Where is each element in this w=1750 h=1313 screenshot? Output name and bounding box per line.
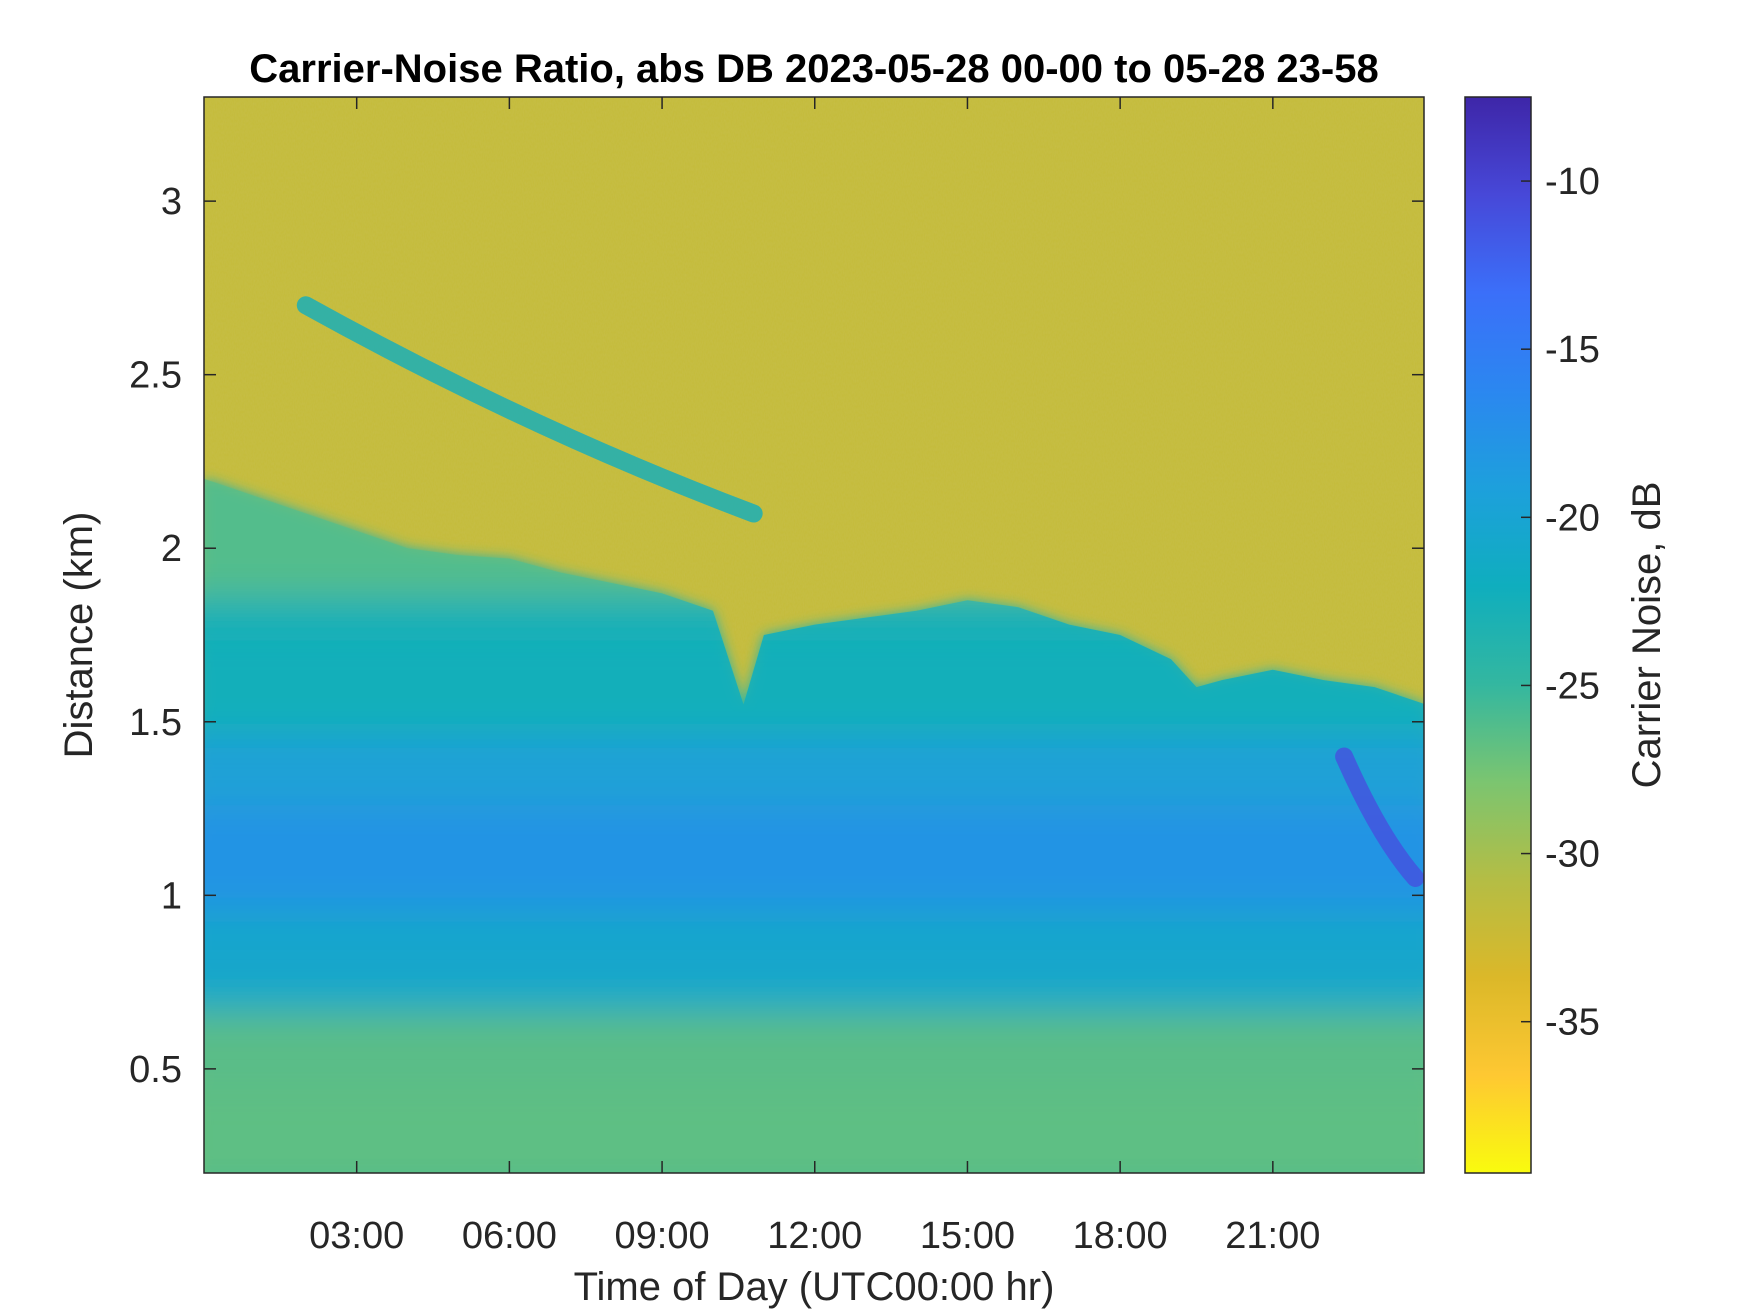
- x-axis-label: Time of Day (UTC00:00 hr): [574, 1265, 1055, 1309]
- x-tick-label: 15:00: [920, 1215, 1015, 1257]
- chart-title: Carrier-Noise Ratio, abs DB 2023-05-28 0…: [249, 47, 1378, 91]
- colorbar-tick-label: -20: [1545, 497, 1600, 539]
- colorbar-tick-label: -15: [1545, 329, 1600, 371]
- x-tick-label: 09:00: [615, 1215, 710, 1257]
- x-tick-label: 21:00: [1225, 1215, 1320, 1257]
- colorbar-tick-label: -35: [1545, 1002, 1600, 1044]
- colorbar-tick-label: -30: [1545, 834, 1600, 876]
- colorbar-tick-label: -25: [1545, 665, 1600, 707]
- y-tick-label: 0.5: [129, 1049, 182, 1091]
- x-tick-label: 06:00: [462, 1215, 557, 1257]
- colorbar-label: Carrier Noise, dB: [1625, 482, 1669, 789]
- profile-bands: [204, 478, 1424, 1173]
- y-tick-label: 2.5: [129, 355, 182, 397]
- y-tick-label: 1.5: [129, 702, 182, 744]
- profile-layer: [204, 1013, 1424, 1173]
- x-tick-label: 03:00: [309, 1215, 404, 1257]
- y-tick-label: 2: [161, 528, 182, 570]
- colorbar-ticks: -10 -15 -20 -25 -30 -35: [1521, 161, 1600, 1044]
- y-tick-label: 3: [161, 181, 182, 223]
- y-tick-label: 1: [161, 875, 182, 917]
- feature-elevated-layer: [296, 296, 763, 523]
- plot-area: [204, 97, 1424, 1173]
- feature-strong-return: [1335, 747, 1424, 887]
- x-tick-label: 12:00: [767, 1215, 862, 1257]
- colorbar-tick-label: -10: [1545, 161, 1600, 203]
- y-axis-label: Distance (km): [57, 512, 101, 759]
- x-tick-label: 18:00: [1073, 1215, 1168, 1257]
- colorbar: [1464, 96, 1532, 1174]
- x-axis: 03:00 06:00 09:00 12:00 15:00 18:00 21:00: [309, 97, 1320, 1257]
- y-axis: 0.5 1 1.5 2 2.5 3: [129, 181, 1424, 1091]
- plot-frame: [203, 96, 1425, 1174]
